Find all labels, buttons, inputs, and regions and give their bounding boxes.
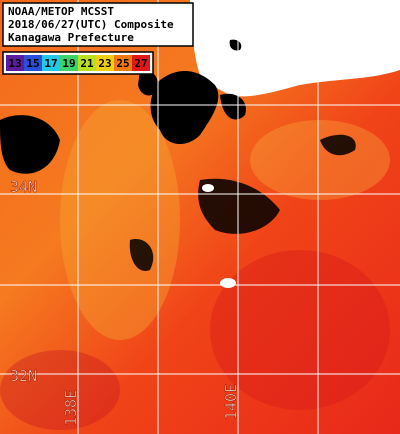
- colorbar-label: 15: [26, 57, 39, 70]
- lon-label: 138E: [62, 390, 80, 426]
- colorbar-swatch: [6, 55, 24, 71]
- hot-patch: [0, 350, 120, 430]
- colorbar: 13 15 17 19 21 23 25 27: [6, 55, 150, 71]
- warm-patch: [60, 100, 180, 340]
- island: [220, 278, 236, 288]
- cloud-mask: [129, 134, 356, 271]
- lat-label: 34N: [10, 178, 37, 196]
- colorbar-label: 27: [134, 57, 147, 70]
- warm-patch: [250, 120, 390, 200]
- colorbar-swatch: [24, 55, 42, 71]
- lon-label: 140E: [222, 384, 240, 420]
- land-unobserved: [190, 0, 400, 97]
- colorbar-label: 17: [44, 57, 57, 70]
- colorbar-label: 19: [62, 57, 75, 70]
- header-line: 2018/06/27(UTC) Composite: [8, 18, 174, 31]
- colorbar-label: 25: [116, 57, 129, 70]
- colorbar-swatch: [132, 55, 150, 71]
- header-line: Kanagawa Prefecture: [8, 31, 134, 44]
- colorbar-label: 13: [8, 57, 21, 70]
- header-line: NOAA/METOP MCSST: [8, 5, 114, 18]
- colorbar-swatch: [42, 55, 60, 71]
- colorbar-swatch: [60, 55, 78, 71]
- colorbar-label: 23: [98, 57, 111, 70]
- land: [0, 39, 246, 174]
- header-box: [2, 2, 194, 47]
- hot-patch: [210, 250, 390, 410]
- lat-label: 32N: [10, 367, 37, 385]
- colorbar-swatch: [96, 55, 114, 71]
- colorbar-swatch: [114, 55, 132, 71]
- island: [202, 184, 214, 192]
- colorbar-swatch: [78, 55, 96, 71]
- colorbar-label: 21: [80, 57, 94, 70]
